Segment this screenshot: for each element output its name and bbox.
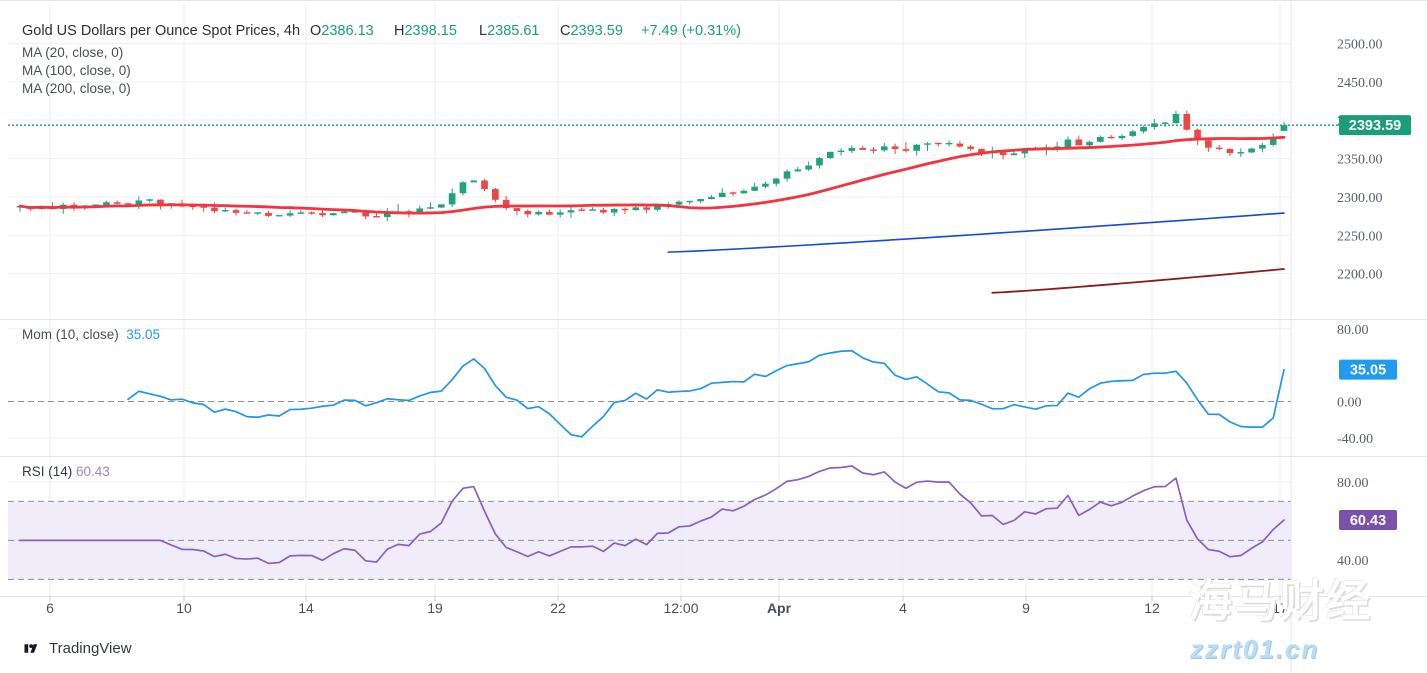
svg-text:Apr: Apr xyxy=(767,600,792,616)
svg-text:4: 4 xyxy=(899,600,907,616)
svg-text:60.43: 60.43 xyxy=(1350,513,1386,529)
svg-text:19: 19 xyxy=(427,600,443,616)
svg-text:2300.00: 2300.00 xyxy=(1337,191,1383,206)
svg-text:80.00: 80.00 xyxy=(1337,476,1369,491)
svg-text:14: 14 xyxy=(298,600,314,616)
svg-text:12: 12 xyxy=(1144,600,1160,616)
svg-text:-40.00: -40.00 xyxy=(1337,432,1373,447)
svg-text:2350.00: 2350.00 xyxy=(1337,153,1383,168)
svg-text:22: 22 xyxy=(550,600,566,616)
svg-text:2500.00: 2500.00 xyxy=(1337,38,1383,53)
svg-text:10: 10 xyxy=(176,600,192,616)
svg-text:2393.59: 2393.59 xyxy=(1349,118,1401,134)
svg-text:12:00: 12:00 xyxy=(663,600,698,616)
svg-text:40.00: 40.00 xyxy=(1337,554,1369,569)
svg-text:2450.00: 2450.00 xyxy=(1337,76,1383,91)
svg-text:0.00: 0.00 xyxy=(1337,396,1362,411)
svg-text:9: 9 xyxy=(1022,600,1030,616)
svg-text:80.00: 80.00 xyxy=(1337,323,1369,338)
svg-text:6: 6 xyxy=(46,600,54,616)
svg-text:2250.00: 2250.00 xyxy=(1337,229,1383,244)
svg-text:35.05: 35.05 xyxy=(1350,363,1386,379)
svg-text:2200.00: 2200.00 xyxy=(1337,268,1383,283)
